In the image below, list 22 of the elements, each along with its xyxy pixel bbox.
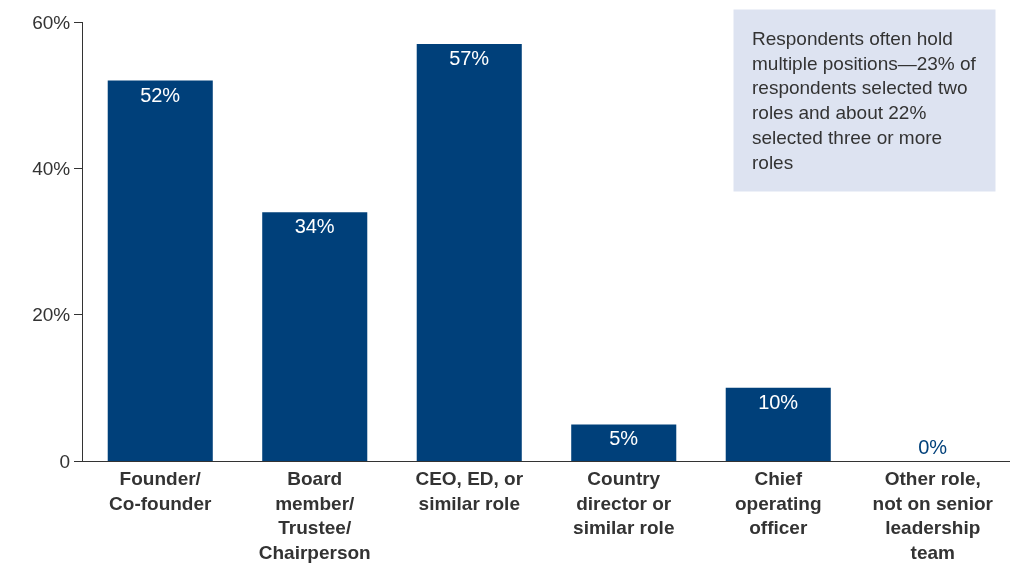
x-tick-label: Chief operating officer bbox=[734, 467, 822, 539]
bar bbox=[107, 80, 213, 461]
x-tick-label: Founder/ Co-founder bbox=[109, 467, 213, 514]
x-tick-label: Country director or similar role bbox=[573, 467, 675, 539]
bar bbox=[416, 43, 522, 461]
data-label: 57% bbox=[449, 46, 490, 69]
data-label: 5% bbox=[609, 427, 639, 450]
data-label: 34% bbox=[294, 215, 335, 238]
y-tick-label: 0 bbox=[59, 450, 71, 472]
bar bbox=[262, 212, 368, 461]
y-tick-label: 60% bbox=[32, 11, 71, 33]
x-tick-label: Other role, not on senior leadership team bbox=[872, 467, 994, 563]
bar bbox=[725, 387, 831, 461]
x-tick-label: Board member/ Trustee/ Chairperson bbox=[258, 467, 371, 563]
annotation: Respondents often hold multiple positions—23% of respondents selected two roles and about 22% selected three or more roles bbox=[752, 28, 977, 173]
data-label: 10% bbox=[758, 390, 799, 413]
data-label: 0% bbox=[918, 436, 948, 458]
bar bbox=[571, 424, 677, 461]
y-tick-label: 20% bbox=[32, 304, 71, 326]
data-label: 52% bbox=[140, 83, 181, 106]
x-tick-label: CEO, ED, or similar role bbox=[415, 467, 524, 514]
y-tick-label: 40% bbox=[32, 157, 71, 179]
